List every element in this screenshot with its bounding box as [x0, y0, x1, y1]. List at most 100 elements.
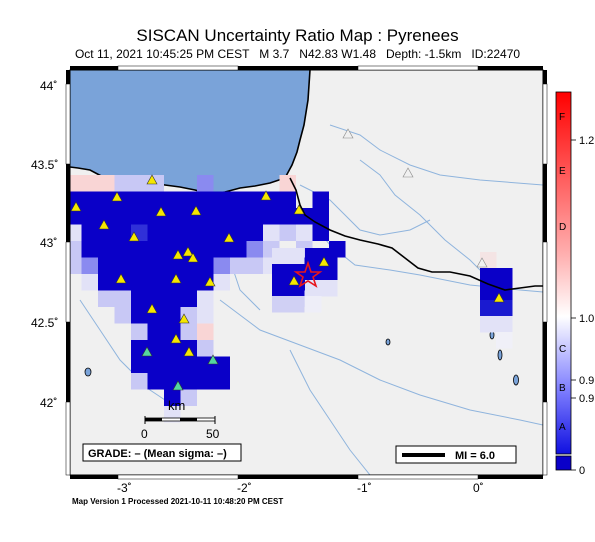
grid-cell — [197, 290, 214, 307]
grid-cell — [81, 224, 98, 241]
grid-cell — [480, 284, 497, 301]
grid-cell — [81, 208, 98, 225]
grid-cell — [147, 241, 164, 258]
national-border — [289, 177, 543, 291]
grid-cell — [98, 175, 115, 192]
grid-cell — [114, 307, 131, 324]
grid-cell — [98, 208, 115, 225]
grid-cell — [321, 280, 338, 297]
grid-cell — [197, 340, 214, 357]
x-axis-label: -2˚ — [237, 481, 252, 495]
grid-cell — [263, 208, 280, 225]
grid-cell — [81, 257, 98, 274]
grid-cell — [246, 257, 263, 274]
grid-cell — [98, 257, 115, 274]
station-triangle — [115, 273, 127, 284]
grid-cell — [164, 307, 181, 324]
colorbar-tick: 1.2 — [579, 135, 594, 147]
grid-cell — [272, 264, 289, 281]
grid-cell — [230, 191, 247, 208]
station-triangle — [293, 204, 305, 215]
y-axis-label: 42.5˚ — [31, 316, 58, 330]
grid-cell — [496, 300, 513, 317]
grid-cell — [279, 208, 296, 225]
grid-cell — [197, 224, 214, 241]
grid-cell — [230, 241, 247, 258]
grid-cell — [164, 191, 181, 208]
grid-cell — [305, 280, 322, 297]
map-area — [70, 70, 543, 475]
grid-cell — [164, 356, 181, 373]
grid-cell — [164, 224, 181, 241]
map-subtitle: Oct 11, 2021 10:45:25 PM CEST M 3.7 N42.… — [74, 47, 521, 61]
grid-cell — [246, 224, 263, 241]
grid-cell — [114, 208, 131, 225]
mi-legend: MI = 6.0 — [395, 445, 517, 464]
stations — [70, 128, 505, 391]
lakes — [84, 330, 519, 386]
grid-cell — [213, 257, 230, 274]
grid-cell — [213, 373, 230, 390]
grid-cell — [70, 257, 82, 274]
grid-cell — [147, 274, 164, 291]
grid-cell — [197, 208, 214, 225]
grid-cell — [288, 248, 305, 265]
grid-cell — [312, 224, 329, 241]
station-triangle — [223, 232, 235, 243]
grid-cell — [180, 224, 197, 241]
station-triangle — [204, 276, 216, 287]
grid-cell — [197, 241, 214, 258]
grid-cell — [131, 208, 148, 225]
map-title: SISCAN Uncertainty Ratio Map : Pyrenees — [136, 26, 459, 45]
station-triangle — [98, 219, 110, 230]
grid-cell — [131, 323, 148, 340]
grid-cell — [114, 175, 131, 192]
grid-cell — [70, 241, 82, 258]
grid-cell — [114, 241, 131, 258]
grid-cell — [164, 290, 181, 307]
grid-cell — [81, 274, 98, 291]
grid-cell — [480, 268, 497, 285]
grid-cell — [246, 241, 263, 258]
grid-cell — [197, 356, 214, 373]
grid-cell — [279, 175, 296, 192]
grid-cell — [312, 208, 329, 225]
x-axis-label: -1˚ — [357, 481, 372, 495]
grid-cell — [230, 208, 247, 225]
grid-cell — [131, 307, 148, 324]
grid-cell — [496, 332, 513, 349]
grid-cell — [147, 290, 164, 307]
station-triangle — [146, 303, 158, 314]
grid-cell — [147, 191, 164, 208]
station-triangle — [172, 249, 184, 260]
colorbar-grade-letter: F — [559, 112, 565, 123]
grid-cell — [272, 248, 289, 265]
grid-cell — [312, 191, 329, 208]
colorbar-tick: 1.0 — [579, 313, 594, 325]
grid-cell — [164, 208, 181, 225]
y-axis-label: 43˚ — [40, 236, 57, 250]
grid-cell — [305, 248, 322, 265]
grid-cell — [131, 175, 148, 192]
grid-cell — [114, 224, 131, 241]
colorbar-tick: 0.9 — [579, 393, 594, 405]
grid-cell — [230, 257, 247, 274]
grid-cell — [131, 373, 148, 390]
colorbar-tick: 0 — [579, 465, 585, 477]
station-triangle — [155, 206, 167, 217]
station-triangle — [190, 205, 202, 216]
grid-cell — [180, 274, 197, 291]
y-axis-label: 43.5˚ — [31, 158, 58, 172]
grid-cell — [288, 296, 305, 313]
grid-cell — [197, 175, 214, 192]
grade-box: GRADE: – (Mean sigma: –) — [82, 443, 242, 462]
grid-cell — [230, 224, 247, 241]
grid-cell — [131, 191, 148, 208]
y-axis-label: 42˚ — [40, 396, 57, 410]
grid-cell — [213, 241, 230, 258]
grid-cell — [496, 268, 513, 285]
grid-cell — [164, 389, 181, 406]
station-triangle — [260, 190, 272, 201]
grid-cell — [131, 257, 148, 274]
